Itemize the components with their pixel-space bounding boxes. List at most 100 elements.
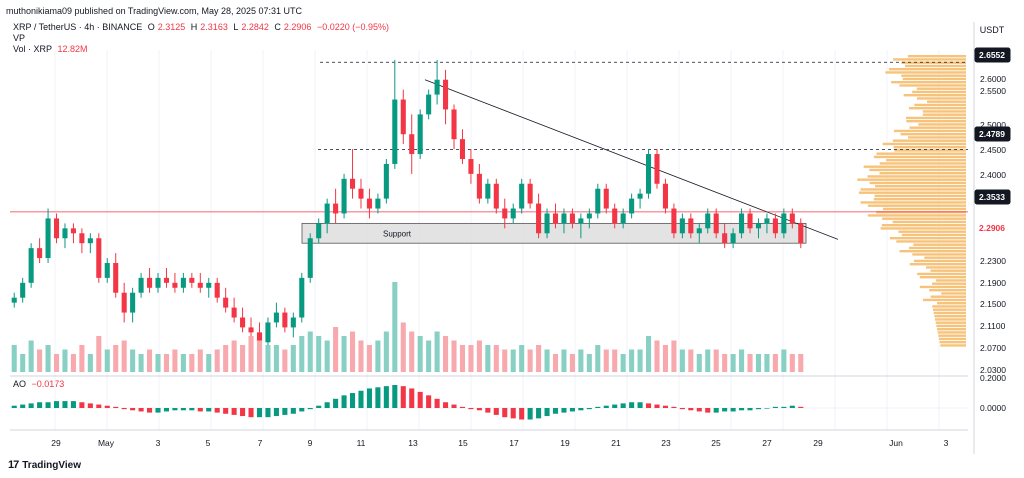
ao-bar — [688, 408, 694, 411]
price-tick-label: 2.0300 — [980, 365, 1006, 375]
volume-bar — [265, 345, 271, 372]
volume-profile-bar — [938, 334, 966, 337]
ao-label[interactable]: AO — [13, 379, 27, 389]
ao-bar — [730, 408, 736, 412]
price-tick-label: 2.2300 — [980, 256, 1006, 266]
candle-body — [612, 208, 618, 224]
candle-body — [679, 218, 685, 234]
volume-bar — [781, 349, 787, 372]
volume-profile-bar — [939, 337, 966, 341]
candle-body — [459, 139, 466, 159]
candle-body — [434, 79, 440, 95]
volume-bar — [375, 340, 381, 372]
candle-body — [417, 114, 423, 155]
volume-label[interactable]: Vol · XRP — [13, 44, 53, 54]
candle-body — [273, 312, 279, 323]
volume-bar — [316, 336, 322, 372]
candle-body — [493, 183, 499, 209]
price-highlight-label: 2.3533 — [979, 192, 1005, 202]
candle-body — [485, 183, 491, 199]
volume-profile-bar — [867, 175, 966, 178]
ao-bar — [307, 408, 313, 410]
volume-bar — [544, 349, 550, 372]
volume-bar — [637, 349, 643, 372]
ao-bar — [341, 395, 347, 408]
volume-profile-bar — [919, 285, 966, 289]
volume-profile-bar — [902, 77, 966, 81]
volume-profile-bar — [873, 155, 966, 159]
ao-bar — [265, 408, 271, 418]
volume-profile-bar — [892, 139, 966, 142]
candle-body — [11, 297, 17, 303]
candle-body — [138, 277, 144, 293]
volume-profile-bar — [935, 321, 966, 324]
volume-profile-bar — [913, 259, 966, 263]
ao-bar — [240, 408, 246, 417]
volume-profile-bar — [939, 341, 966, 344]
volume-bar — [739, 349, 745, 372]
volume-profile-bar — [900, 133, 966, 136]
volume-profile-bar — [879, 172, 966, 175]
volume-bar — [747, 354, 753, 372]
candle-body — [113, 263, 119, 293]
ao-bar — [147, 408, 153, 413]
time-tick-label: May — [98, 438, 115, 448]
candle-body — [62, 228, 68, 239]
volume-bar — [629, 349, 635, 372]
volume-bar — [443, 336, 449, 372]
volume-bar — [163, 354, 169, 372]
symbol-title[interactable]: XRP / TetherUS · 4h · BINANCE — [13, 22, 143, 32]
candle-body — [290, 317, 296, 328]
ao-bar — [552, 408, 559, 414]
candle-body — [443, 79, 449, 110]
volume-profile-bar — [857, 178, 966, 181]
price-highlight-box — [974, 47, 1011, 63]
candle-body — [544, 213, 550, 234]
price-highlight-label: 2.2906 — [979, 223, 1005, 233]
ao-bar — [747, 408, 753, 411]
candle-body — [358, 188, 364, 199]
vp-label[interactable]: VP — [13, 33, 26, 43]
volume-bar — [468, 345, 474, 372]
volume-bar — [705, 349, 711, 372]
volume-profile-bar — [908, 107, 966, 110]
volume-bar — [383, 331, 389, 372]
volume-bar — [20, 354, 26, 372]
candle-body — [426, 94, 432, 115]
volume-profile-bar — [909, 246, 966, 250]
volume-profile-bar — [893, 146, 966, 149]
volume-profile-bar — [899, 250, 966, 253]
volume-bar — [333, 327, 339, 372]
volume-profile-bar — [869, 181, 966, 185]
ao-bar — [426, 395, 432, 408]
volume-bar — [290, 345, 296, 372]
volume-profile-bar — [869, 168, 966, 172]
candle-body — [383, 163, 389, 199]
volume-profile-bar — [935, 279, 966, 282]
candle-body — [510, 208, 516, 219]
trendline[interactable] — [424, 79, 839, 240]
ao-bar — [375, 387, 381, 408]
ao-bar — [366, 388, 372, 408]
volume-profile-bar — [903, 94, 966, 97]
volume-profile-bar — [912, 253, 966, 256]
candle-body — [705, 213, 711, 229]
volume-bar — [366, 345, 372, 372]
ao-bar — [45, 402, 51, 408]
ao-bar — [197, 408, 203, 412]
change-value: −0.0220 (−0.95%) — [316, 22, 390, 32]
tradingview-brand[interactable]: 17 TradingView — [8, 459, 81, 471]
candle-body — [629, 198, 635, 214]
volume-profile-bar — [922, 298, 966, 302]
ao-bar — [130, 408, 136, 411]
ao-bar — [180, 408, 186, 411]
candle-body — [130, 292, 136, 313]
ao-bar — [620, 403, 626, 408]
ao-bar — [104, 405, 110, 408]
ao-bar — [789, 405, 795, 408]
ao-bar — [459, 406, 466, 408]
volume-profile-bar — [881, 224, 966, 227]
volume-bar — [730, 354, 736, 372]
close-value: 2.2906 — [283, 22, 312, 32]
